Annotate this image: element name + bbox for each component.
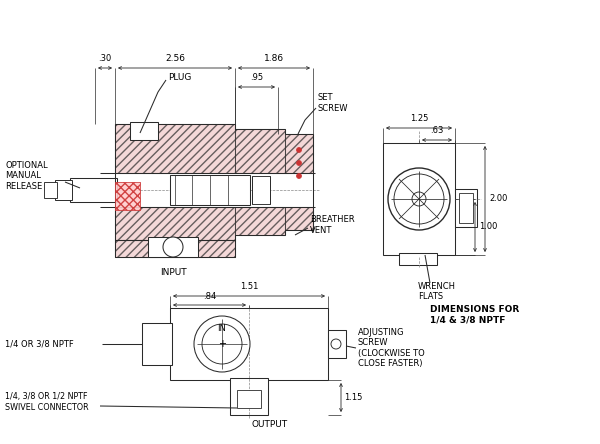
Text: IN: IN — [218, 324, 226, 333]
Text: WRENCH
FLATS: WRENCH FLATS — [418, 282, 456, 301]
Circle shape — [388, 168, 450, 230]
Circle shape — [394, 174, 444, 224]
Text: 1.25: 1.25 — [410, 114, 428, 123]
Text: ADJUSTING
SCREW
(CLOCKWISE TO
CLOSE FASTER): ADJUSTING SCREW (CLOCKWISE TO CLOSE FAST… — [358, 328, 425, 368]
Bar — [459, 193, 473, 223]
Bar — [100, 173, 315, 207]
Bar — [252, 176, 270, 204]
Bar — [455, 189, 477, 227]
Text: 1.51: 1.51 — [240, 282, 258, 291]
Bar — [230, 378, 268, 415]
Bar — [130, 122, 158, 140]
Bar — [115, 240, 235, 257]
Bar — [115, 124, 235, 240]
Text: 1.00: 1.00 — [479, 222, 497, 231]
Circle shape — [331, 339, 341, 349]
Text: .95: .95 — [250, 73, 263, 82]
Bar — [148, 237, 198, 257]
Bar — [170, 308, 328, 380]
Text: OUTPUT: OUTPUT — [252, 420, 288, 429]
Text: .84: .84 — [203, 292, 216, 301]
Circle shape — [202, 324, 242, 364]
Text: BREATHER
VENT: BREATHER VENT — [310, 215, 355, 235]
Text: .30: .30 — [98, 54, 112, 63]
Circle shape — [163, 237, 183, 257]
Circle shape — [194, 316, 250, 372]
Bar — [237, 390, 261, 408]
Text: +: + — [218, 339, 226, 349]
Bar — [235, 129, 285, 235]
Text: 1.15: 1.15 — [344, 393, 362, 402]
Bar — [44, 182, 57, 198]
Bar — [170, 175, 250, 205]
Text: 1.86: 1.86 — [264, 54, 284, 63]
Text: INPUT: INPUT — [160, 268, 187, 277]
Circle shape — [412, 192, 426, 206]
Text: OPTIONAL
MANUAL
RELEASE: OPTIONAL MANUAL RELEASE — [5, 161, 47, 191]
Text: PLUG: PLUG — [168, 74, 191, 83]
Bar — [55, 180, 72, 200]
Bar — [115, 240, 235, 257]
Text: 1/4, 3/8 OR 1/2 NPTF
SWIVEL CONNECTOR: 1/4, 3/8 OR 1/2 NPTF SWIVEL CONNECTOR — [5, 392, 89, 412]
Text: 2.00: 2.00 — [489, 194, 508, 203]
Text: 1/4 OR 3/8 NPTF: 1/4 OR 3/8 NPTF — [5, 340, 74, 349]
Bar — [383, 143, 455, 255]
Circle shape — [296, 160, 302, 166]
Circle shape — [296, 147, 302, 152]
Bar — [285, 134, 313, 230]
Bar — [115, 182, 140, 210]
Bar — [70, 178, 117, 202]
Circle shape — [296, 174, 302, 178]
Text: DIMENSIONS FOR
1/4 & 3/8 NPTF: DIMENSIONS FOR 1/4 & 3/8 NPTF — [430, 305, 519, 325]
Text: .63: .63 — [430, 126, 443, 135]
Bar — [399, 253, 437, 265]
Text: 2.56: 2.56 — [165, 54, 185, 63]
Text: SET
SCREW: SET SCREW — [318, 93, 349, 113]
Bar — [142, 323, 172, 365]
Bar — [328, 330, 346, 358]
